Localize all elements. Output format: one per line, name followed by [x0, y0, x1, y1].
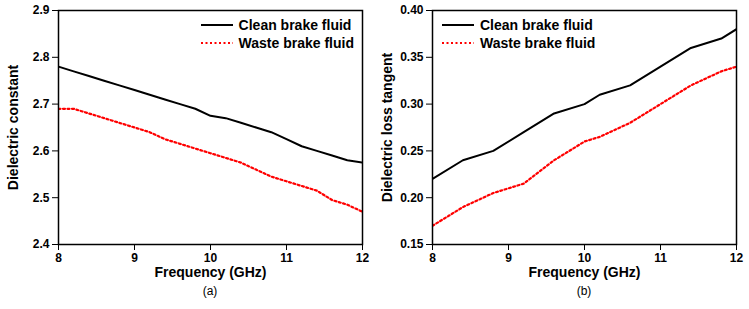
svg-text:0.35: 0.35	[400, 50, 424, 64]
html-text:(b): (b)	[576, 284, 592, 298]
svg-text:2.9: 2.9	[33, 3, 50, 17]
html-text:Waste brake fluid: Waste brake fluid	[238, 35, 354, 51]
html-text:Waste brake fluid: Waste brake fluid	[480, 35, 596, 51]
svg-text:2.4: 2.4	[33, 237, 50, 251]
svg-text:Dielectric loss tangent: Dielectric loss tangent	[379, 52, 395, 202]
svg-text:10: 10	[203, 251, 218, 265]
svg-text:2.8: 2.8	[33, 50, 50, 64]
svg-text:Dielectric constant: Dielectric constant	[5, 65, 21, 191]
svg-text:0.15: 0.15	[400, 237, 424, 251]
svg-text:12: 12	[356, 251, 370, 265]
svg-text:12: 12	[730, 251, 744, 265]
svg-text:Frequency (GHz): Frequency (GHz)	[528, 264, 640, 280]
svg-text:0.25: 0.25	[400, 144, 424, 158]
html-text:Clean brake fluid: Clean brake fluid	[238, 17, 352, 33]
svg-text:10: 10	[577, 251, 592, 265]
svg-text:2.7: 2.7	[33, 97, 50, 111]
svg-text:Frequency (GHz): Frequency (GHz)	[154, 264, 266, 280]
svg-text:11: 11	[654, 251, 667, 265]
svg-text:2.6: 2.6	[33, 144, 50, 158]
svg-text:8: 8	[55, 251, 62, 265]
html-text:Clean brake fluid: Clean brake fluid	[480, 17, 593, 33]
svg-text:0.30: 0.30	[400, 97, 424, 111]
svg-text:9: 9	[131, 251, 138, 265]
svg-text:8: 8	[429, 251, 436, 265]
svg-text:2.5: 2.5	[33, 191, 50, 205]
svg-text:11: 11	[280, 251, 293, 265]
svg-text:9: 9	[505, 251, 512, 265]
svg-text:0.40: 0.40	[400, 3, 424, 17]
svg-text:0.20: 0.20	[400, 191, 424, 205]
html-text:(a): (a)	[202, 284, 218, 298]
